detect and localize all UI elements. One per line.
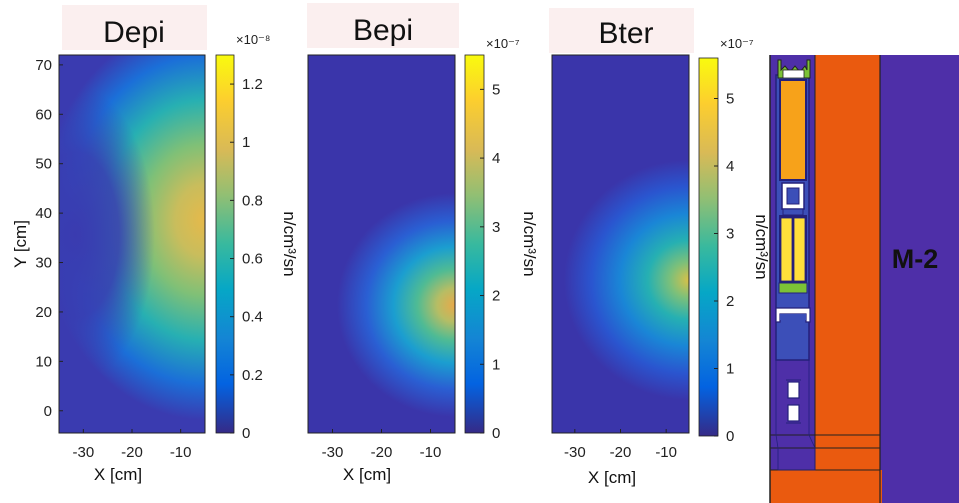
axes-bter: -30 -20 -10: [564, 429, 677, 461]
colorbar-tick-label: 0.4: [242, 309, 263, 326]
title-bepi: Bepi: [353, 14, 413, 47]
colorbar-tick-label: 0.2: [242, 367, 263, 384]
colorbar-tick-label: 0.6: [242, 251, 263, 268]
colorbar-ticks-bter: 0 1 2 3 4 5: [714, 91, 734, 445]
heatmap-depi: [59, 55, 205, 433]
colorbar-tick-label: 4: [492, 150, 500, 167]
y-tick-label: 60: [35, 106, 52, 123]
x-axis-label-bter: X [cm]: [588, 468, 636, 487]
colorbar-tick-label: 2: [726, 293, 734, 310]
title-bter: Bter: [598, 17, 653, 50]
geom-fuel-upper: [779, 79, 807, 181]
y-tick-label: 50: [35, 156, 52, 173]
colorbar-bter: [698, 57, 719, 437]
colorbar-tick-label: 0.8: [242, 192, 263, 209]
y-tick-label: 0: [44, 403, 52, 420]
geom-bottom-block: [770, 470, 882, 503]
geom-fuel-lower-a: [780, 217, 793, 282]
colorbar-tick-label: 0: [492, 425, 500, 442]
panel-bepi: Bepi -30 -20 -10 X [cm] ×10⁻⁷ 0 1 2 3 4 5 n/cm³…: [307, 3, 539, 484]
colorbar-tick-label: 0: [242, 425, 250, 442]
y-tick-label: 40: [35, 205, 52, 222]
heatmap-bter: [552, 55, 689, 433]
colorbar-label-depi: n/cm³/sn: [280, 211, 299, 276]
x-tick-label: -10: [655, 444, 677, 461]
title-depi: Depi: [103, 16, 165, 49]
colorbar-tick-label: 0: [726, 428, 734, 445]
x-tick-label: -30: [72, 444, 94, 461]
colorbar-tick-label: 3: [492, 219, 500, 236]
colorbar-exponent-bepi: ×10⁻⁷: [486, 36, 520, 51]
geom-reflector: [815, 55, 880, 503]
colorbar-tick-label: 1: [726, 361, 734, 378]
colorbar-tick-label: 1.2: [242, 76, 263, 93]
x-tick-label: -20: [121, 444, 143, 461]
y-tick-label: 20: [35, 304, 52, 321]
geom-pellet-lower: [787, 404, 800, 422]
geom-green-band: [778, 282, 808, 294]
colorbar-bepi: [464, 54, 485, 434]
axes-bepi: -30 -20 -10: [322, 429, 442, 461]
x-tick-label: -10: [420, 444, 442, 461]
colorbar-exponent-depi: ×10⁻⁸: [236, 32, 270, 47]
x-tick-label: -20: [610, 444, 632, 461]
title-bg-bter: [549, 8, 694, 53]
x-tick-label: -30: [564, 444, 586, 461]
colorbar-label-bepi: n/cm³/sn: [520, 211, 539, 276]
colorbar-tick-label: 1: [242, 134, 250, 151]
title-bg-depi: [62, 5, 207, 50]
heatmap-bepi: [308, 55, 455, 433]
x-tick-label: -20: [371, 444, 393, 461]
x-axis-label-depi: X [cm]: [94, 465, 142, 484]
geometry-panel: M-2: [769, 55, 959, 503]
colorbar-tick-label: 4: [726, 158, 734, 175]
geom-fuel-lower-b: [793, 217, 806, 282]
colorbar-tick-label: 5: [726, 91, 734, 108]
title-bg-bepi: [307, 3, 459, 48]
y-axis-label-depi: Y [cm]: [11, 220, 30, 268]
colorbar-depi: [215, 54, 235, 434]
axes-depi: -30 -20 -10 0 10 20 30 40 50 60 70: [35, 57, 191, 461]
geom-pellet-upper: [787, 381, 800, 399]
x-axis-label-bepi: X [cm]: [343, 465, 391, 484]
x-tick-label: -10: [170, 444, 192, 461]
y-tick-label: 30: [35, 255, 52, 272]
panel-bter: Bter -30 -20 -10 X [cm] ×10⁻⁷ 0 1 2 3 4 5 n/cm³…: [549, 8, 771, 487]
geometry-label: M-2: [892, 244, 939, 274]
colorbar-tick-label: 3: [726, 226, 734, 243]
colorbar-tick-label: 1: [492, 356, 500, 373]
y-tick-label: 70: [35, 57, 52, 74]
colorbar-tick-label: 2: [492, 288, 500, 305]
colorbar-label-bter: n/cm³/sn: [752, 214, 771, 279]
colorbar-exponent-bter: ×10⁻⁷: [720, 36, 754, 51]
x-tick-label: -30: [322, 444, 344, 461]
colorbar-ticks-bepi: 0 1 2 3 4 5: [480, 81, 500, 442]
y-tick-label: 10: [35, 353, 52, 370]
colorbar-tick-label: 5: [492, 81, 500, 98]
colorbar-ticks-depi: 0 0.2 0.4 0.6 0.8 1 1.2: [230, 76, 263, 442]
geom-outer-region: [880, 55, 959, 503]
